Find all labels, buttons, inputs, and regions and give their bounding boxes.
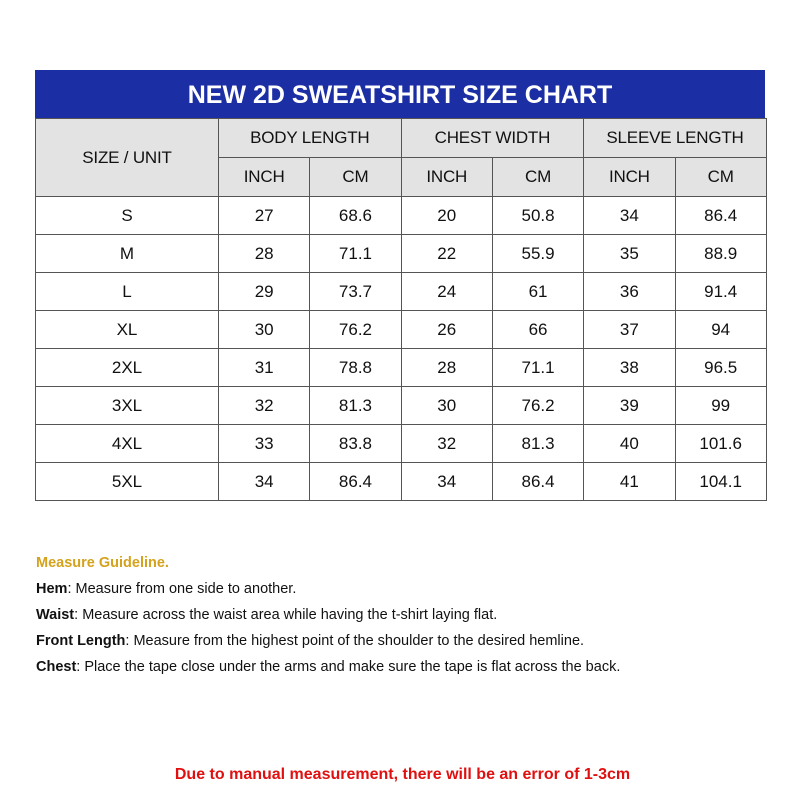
size-cell: 4XL [35,424,219,463]
value-cell: 35 [583,234,676,273]
guideline-item-front-length: Front Length: Measure from the highest p… [36,632,620,658]
table-row: M 28 71.1 22 55.9 35 88.9 [35,234,767,273]
value-cell: 29 [217,272,311,311]
value-cell: 81.3 [491,424,585,463]
term: Waist [36,607,75,623]
unit-header: CM [309,157,402,197]
guideline-item-chest: Chest: Place the tape close under the ar… [36,658,620,684]
value-cell: 26 [400,310,493,349]
value-cell: 68.6 [309,196,402,235]
value-cell: 86.4 [491,462,585,501]
value-cell: 24 [400,272,493,311]
size-cell: S [35,196,219,235]
chest-width-header: CHEST WIDTH [400,118,585,158]
size-table: SIZE / UNIT BODY LENGTH CHEST WIDTH SLEE… [35,118,767,501]
desc: : Measure across the waist area while ha… [74,607,498,623]
guideline-heading: Measure Guideline. [36,555,169,571]
value-cell: 32 [217,386,311,425]
value-cell: 50.8 [491,196,585,235]
value-cell: 61 [491,272,585,311]
table-row: 3XL 32 81.3 30 76.2 39 99 [35,386,767,425]
body-length-header: BODY LENGTH [218,118,402,158]
value-cell: 71.1 [309,234,402,273]
value-cell: 34 [400,462,493,501]
size-cell: 3XL [35,386,219,425]
size-cell: 5XL [35,462,219,501]
value-cell: 22 [400,234,493,273]
term: Hem [36,581,68,597]
guideline-item-hem: Hem: Measure from one side to another. [36,580,620,606]
value-cell: 27 [217,196,311,235]
size-unit-header: SIZE / UNIT [35,118,219,197]
value-cell: 36 [583,272,676,311]
value-cell: 33 [217,424,311,463]
desc: : Place the tape close under the arms an… [76,659,621,675]
size-cell: XL [35,310,219,349]
value-cell: 20 [400,196,493,235]
value-cell: 28 [217,234,311,273]
table-row: L 29 73.7 24 61 36 91.4 [35,272,767,311]
value-cell: 40 [583,424,676,463]
measure-guideline: Measure Guideline. Hem: Measure from one… [36,554,620,684]
value-cell: 28 [400,348,493,387]
value-cell: 99 [674,386,767,425]
value-cell: 37 [583,310,676,349]
value-cell: 71.1 [491,348,585,387]
value-cell: 34 [217,462,311,501]
unit-header: INCH [583,157,676,197]
value-cell: 30 [400,386,493,425]
table-row: 2XL 31 78.8 28 71.1 38 96.5 [35,348,767,387]
unit-header: CM [491,157,585,197]
size-cell: M [35,234,219,273]
value-cell: 39 [583,386,676,425]
value-cell: 55.9 [491,234,585,273]
unit-header: INCH [400,157,493,197]
value-cell: 86.4 [674,196,767,235]
guideline-item-waist: Waist: Measure across the waist area whi… [36,606,620,632]
chart-title: NEW 2D SWEATSHIRT SIZE CHART [35,70,765,118]
size-cell: 2XL [35,348,219,387]
table-row: 4XL 33 83.8 32 81.3 40 101.6 [35,424,767,463]
value-cell: 66 [491,310,585,349]
value-cell: 96.5 [674,348,767,387]
measurement-warning: Due to manual measurement, there will be… [174,766,631,783]
table-row: 5XL 34 86.4 34 86.4 41 104.1 [35,462,767,501]
size-cell: L [35,272,219,311]
table-row: XL 30 76.2 26 66 37 94 [35,310,767,349]
value-cell: 78.8 [309,348,402,387]
value-cell: 38 [583,348,676,387]
desc: : Measure from the highest point of the … [125,633,585,649]
term: Chest [36,659,77,675]
value-cell: 88.9 [674,234,767,273]
unit-header: CM [674,157,767,197]
value-cell: 41 [583,462,676,501]
value-cell: 86.4 [309,462,402,501]
value-cell: 83.8 [309,424,402,463]
value-cell: 91.4 [674,272,767,311]
value-cell: 30 [217,310,311,349]
value-cell: 101.6 [674,424,767,463]
desc: : Measure from one side to another. [67,581,297,597]
value-cell: 31 [217,348,311,387]
sleeve-length-header: SLEEVE LENGTH [583,118,767,158]
value-cell: 104.1 [674,462,767,501]
value-cell: 94 [674,310,767,349]
term: Front Length [36,633,126,649]
value-cell: 76.2 [491,386,585,425]
value-cell: 81.3 [309,386,402,425]
value-cell: 76.2 [309,310,402,349]
value-cell: 32 [400,424,493,463]
table-row: S 27 68.6 20 50.8 34 86.4 [35,196,767,235]
value-cell: 34 [583,196,676,235]
value-cell: 73.7 [309,272,402,311]
unit-header: INCH [217,157,311,197]
